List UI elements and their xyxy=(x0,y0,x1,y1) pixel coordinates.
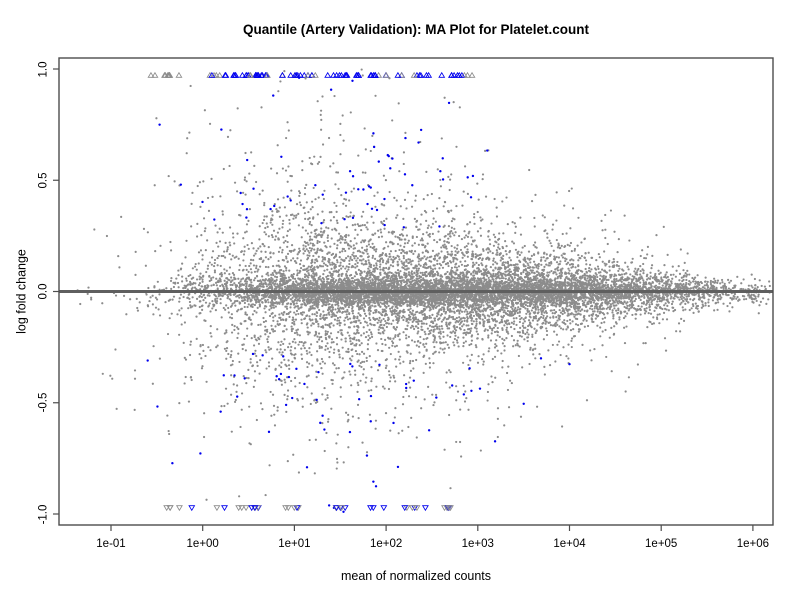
y-tick-label: -1.0 xyxy=(37,504,50,524)
x-tick-label: 1e-01 xyxy=(96,538,126,550)
y-tick-label: 0.5 xyxy=(37,172,50,189)
x-tick-label: 1e+04 xyxy=(553,538,586,550)
x-tick-label: 1e+06 xyxy=(736,538,770,550)
plot-title: Quantile (Artery Validation): MA Plot fo… xyxy=(242,22,590,37)
y-axis-label: log fold change xyxy=(14,249,29,334)
x-tick-label: 1e+01 xyxy=(278,538,311,550)
x-tick-label: 1e+02 xyxy=(369,538,403,550)
y-tick-label: 0.0 xyxy=(37,283,50,300)
x-tick-label: 1e+03 xyxy=(461,538,494,550)
x-tick-label: 1e+05 xyxy=(645,538,678,550)
x-tick-label: 1e+00 xyxy=(186,538,219,550)
y-tick-label: 1.0 xyxy=(37,61,50,77)
x-axis-label: mean of normalized counts xyxy=(340,569,492,583)
y-tick-label: -0.5 xyxy=(37,392,50,413)
